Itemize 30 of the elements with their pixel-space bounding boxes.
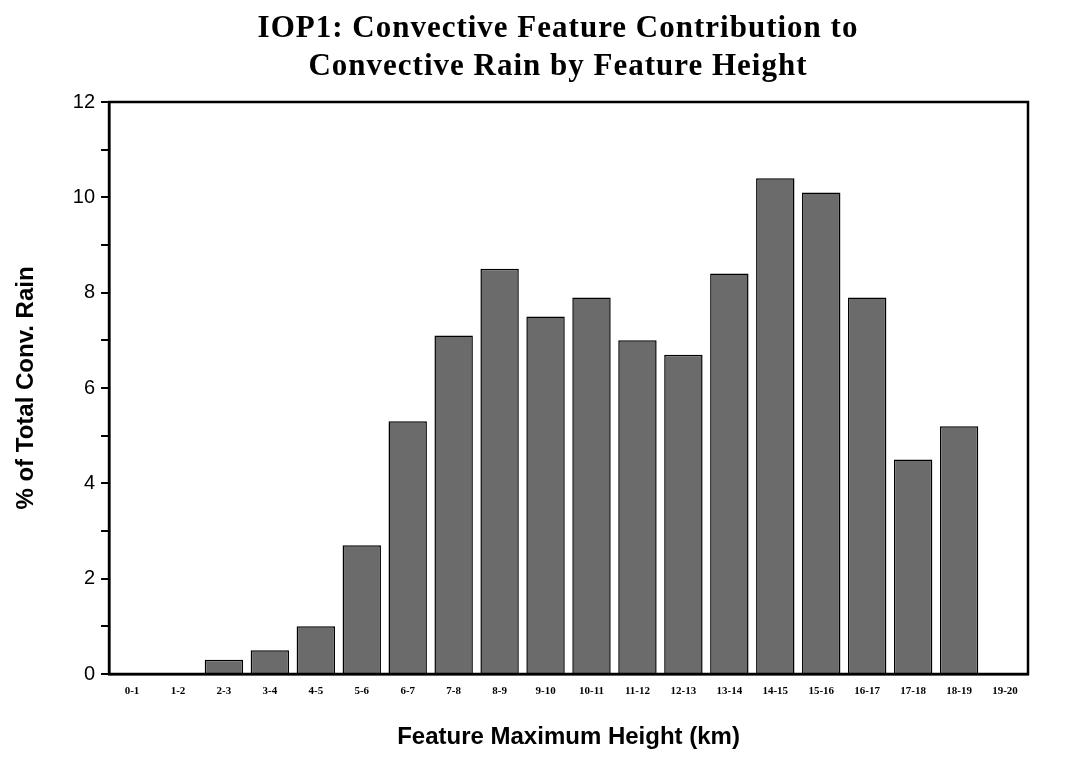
x-tick-label: 12-13 [670, 684, 697, 697]
y-axis-title: % of Total Conv. Rain [11, 266, 39, 510]
x-tick-label: 8-9 [492, 684, 508, 697]
y-tick-label: 6 [83, 375, 96, 398]
x-tick-label: 18-19 [946, 684, 973, 697]
y-tick-label: 2 [83, 566, 96, 589]
y-tick-label: 4 [83, 470, 96, 493]
x-tick-label: 1-2 [170, 684, 186, 697]
x-tick-label: 9-10 [535, 684, 557, 697]
x-tick-label: 14-15 [762, 684, 789, 697]
x-tick-label: 7-8 [446, 684, 462, 697]
y-tick-label: 0 [83, 661, 96, 684]
x-tick-label: 16-17 [854, 684, 881, 697]
x-tick-label: 5-6 [354, 684, 370, 697]
x-tick-label: 3-4 [262, 684, 278, 697]
x-tick-label: 4-5 [308, 684, 324, 697]
y-tick-label: 8 [83, 280, 96, 303]
x-tick-label: 11-12 [624, 684, 651, 697]
x-axis-title: Feature Maximum Height (km) [397, 722, 740, 750]
y-tick-label: 12 [72, 89, 96, 112]
y-tick-label: 10 [72, 184, 96, 207]
x-tick-label: 0-1 [124, 684, 140, 697]
x-tick-label: 15-16 [808, 684, 835, 697]
x-tick-label: 6-7 [400, 684, 416, 697]
x-tick-label: 13-14 [716, 684, 743, 697]
x-tick-label: 19-20 [992, 684, 1019, 697]
chart-title: IOP1: Convective Feature Contribution to Convective Rain by Feature Height [256, 8, 860, 84]
x-tick-label: 10-11 [578, 684, 605, 697]
x-tick-label: 2-3 [216, 684, 232, 697]
x-tick-label: 17-18 [900, 684, 927, 697]
